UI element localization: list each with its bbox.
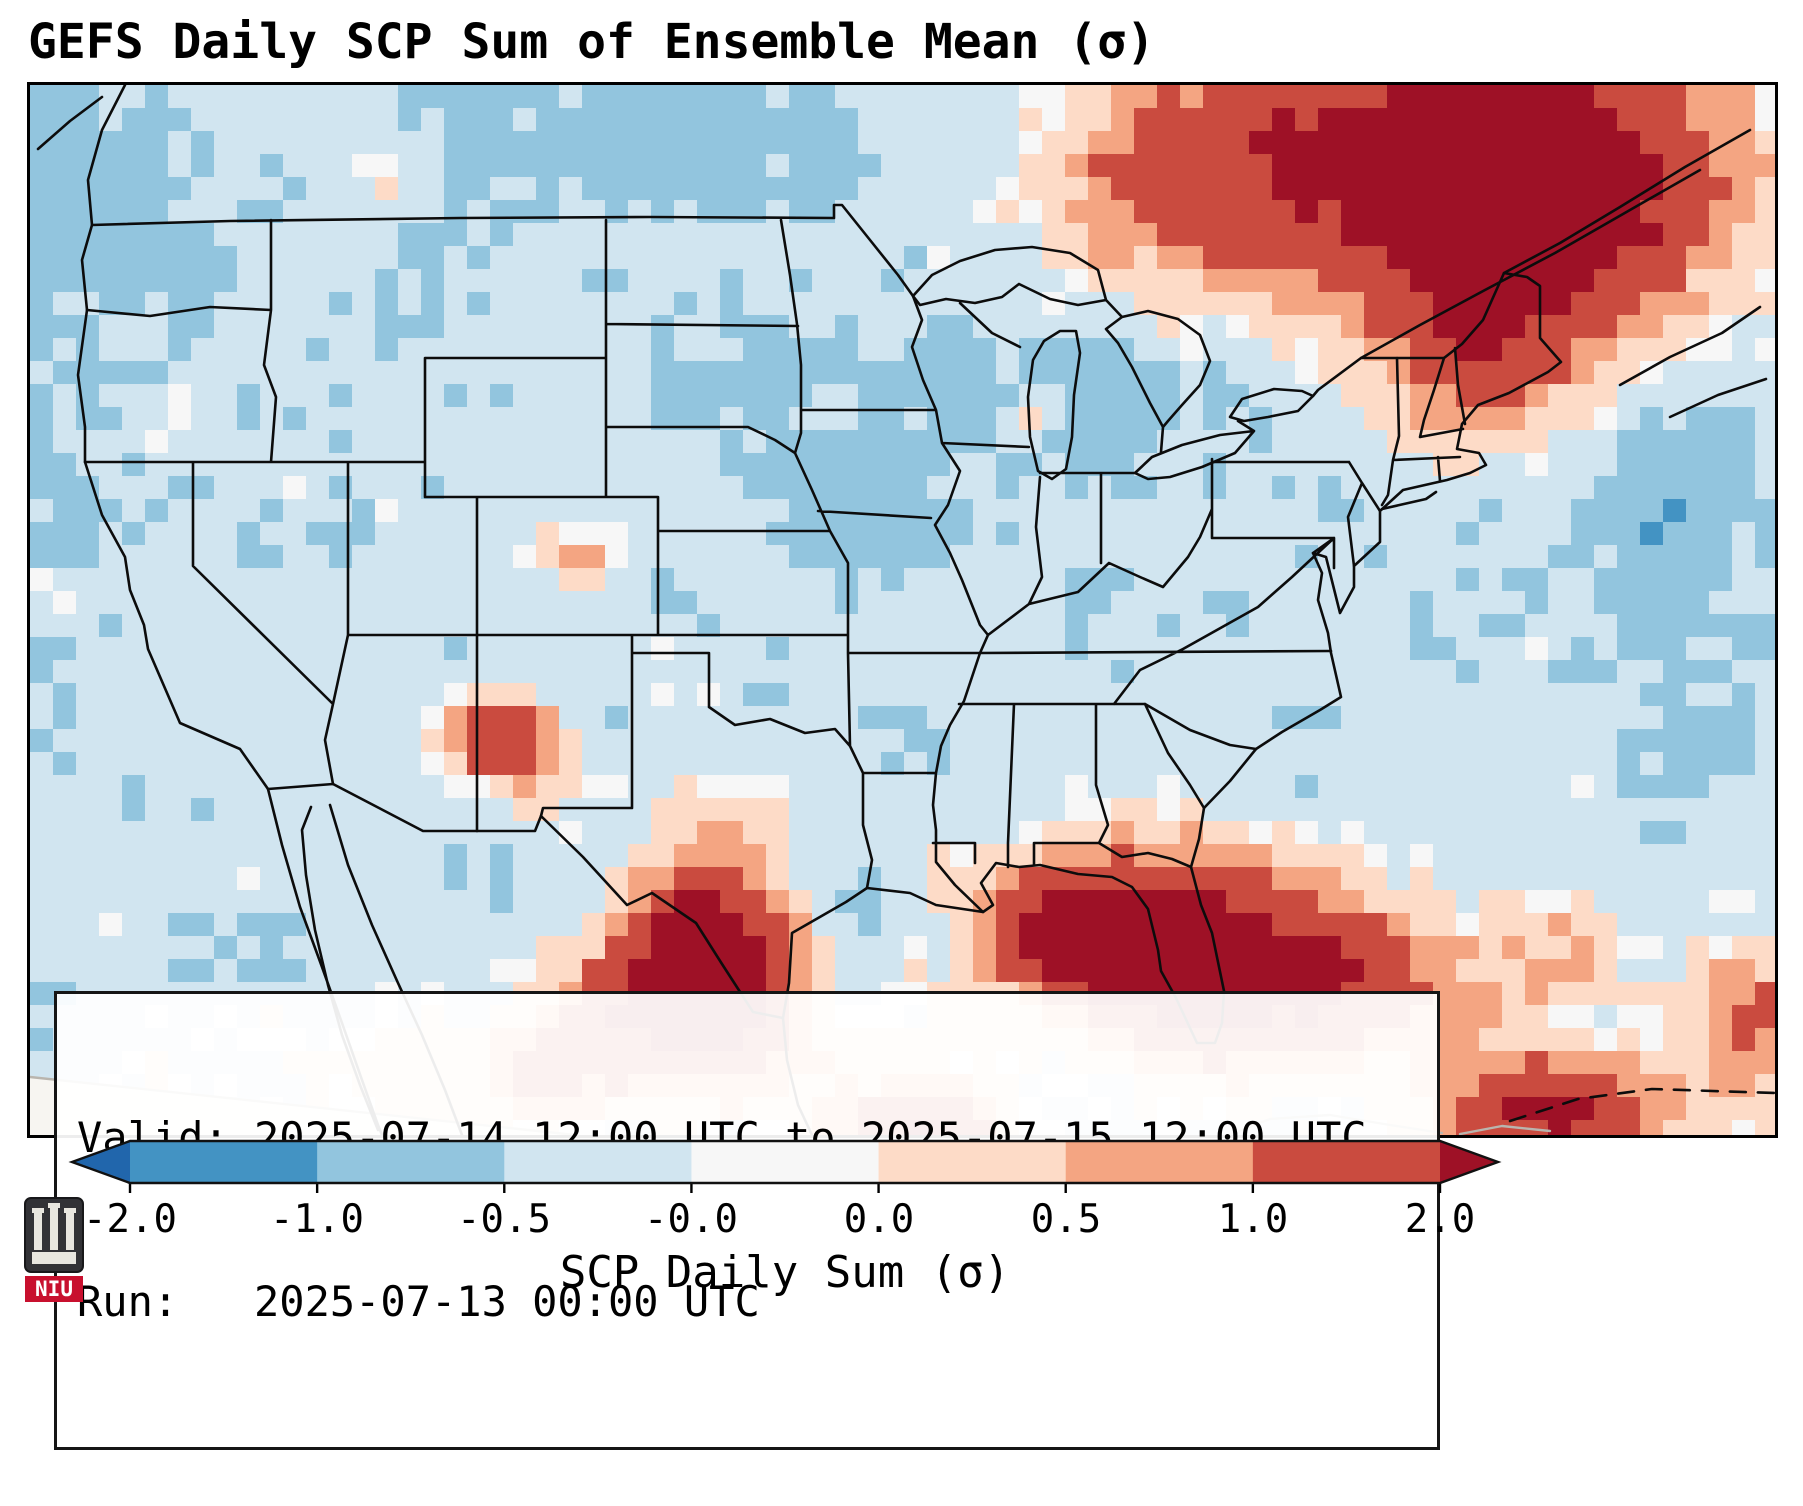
colorbar-tick-label: 0.5 bbox=[1030, 1197, 1102, 1242]
heatmap-cells bbox=[30, 85, 1775, 1135]
map-canvas bbox=[30, 85, 1775, 1135]
colorbar bbox=[30, 1139, 1540, 1197]
niu-logo: NIU bbox=[24, 1197, 84, 1302]
canada-border bbox=[90, 203, 915, 298]
vancouver-island bbox=[36, 95, 104, 151]
maritimes-coast bbox=[1618, 305, 1768, 419]
colorbar-label: SCP Daily Sum (σ) bbox=[559, 1247, 1011, 1298]
long-island bbox=[1380, 490, 1438, 511]
colorbar-tick-label: -2.0 bbox=[83, 1197, 177, 1242]
map-frame: Valid: 2025-07-14 12:00 UTC to 2025-07-1… bbox=[27, 82, 1778, 1450]
colorbar-svg bbox=[68, 1139, 1502, 1193]
state-borders bbox=[83, 218, 1467, 914]
st-lawrence-river bbox=[1359, 128, 1752, 360]
run-time-line: Run: 2025-07-13 00:00 UTC bbox=[77, 1276, 760, 1326]
colorbar-tick-label: -1.0 bbox=[270, 1197, 364, 1242]
colorbar-tick-label: 0.0 bbox=[843, 1197, 915, 1242]
colorbar-tick-label: 2.0 bbox=[1404, 1197, 1476, 1242]
colorbar-ticks: -2.0 -1.0 -0.5 -0.0 0.0 0.5 1.0 2.0 bbox=[30, 1197, 1540, 1245]
plot-title: GEFS Daily SCP Sum of Ensemble Mean (σ) bbox=[28, 14, 1156, 70]
castle-icon bbox=[32, 1203, 76, 1264]
great-lakes bbox=[911, 245, 1315, 481]
colorbar-tick-label: -0.5 bbox=[457, 1197, 551, 1242]
logo-text: NIU bbox=[35, 1277, 73, 1301]
bahamas-dashed bbox=[1508, 1087, 1775, 1123]
colorbar-tick-label: -0.0 bbox=[644, 1197, 738, 1242]
colorbar-tick-label: 1.0 bbox=[1217, 1197, 1289, 1242]
logo-band bbox=[25, 1276, 83, 1302]
